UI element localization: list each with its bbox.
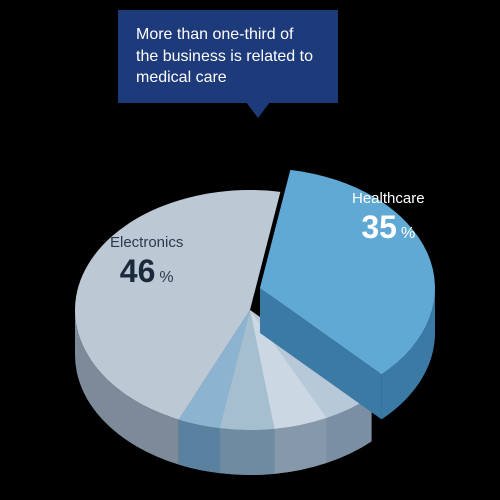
slice-name: Healthcare — [352, 190, 425, 207]
slice-unit: % — [401, 225, 415, 242]
slice-label-electronics: Electronics 46% — [110, 234, 183, 290]
slice-value: 46 — [120, 253, 156, 289]
slice-value: 35 — [361, 209, 397, 245]
pie-chart: Healthcare 35% Electronics 46% — [50, 150, 450, 490]
slice-label-healthcare: Healthcare 35% — [352, 190, 425, 246]
callout-box: More than one-third of the business is r… — [118, 10, 338, 103]
slice-name: Electronics — [110, 234, 183, 251]
callout-text: More than one-third of the business is r… — [136, 26, 313, 86]
slice-unit: % — [159, 269, 173, 286]
callout-pointer — [240, 94, 276, 118]
